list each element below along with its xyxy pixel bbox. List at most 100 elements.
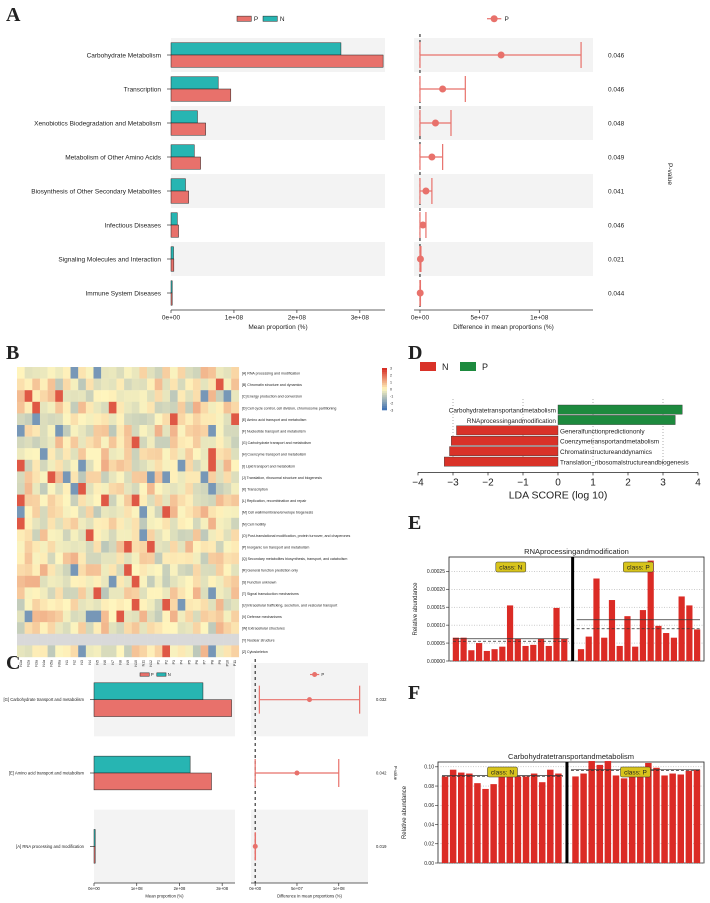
heatmap-cell — [32, 483, 41, 495]
heatmap-cell — [124, 483, 132, 495]
bar-class-p — [686, 605, 693, 661]
heatmap-cell — [85, 622, 94, 634]
heatmap-cell — [231, 587, 240, 600]
heatmap-cell — [47, 599, 56, 611]
lda-tick-label: −4 — [412, 477, 424, 488]
heatmap-cell — [85, 401, 94, 414]
heatmap-cell — [208, 552, 217, 565]
heatmap-cell — [215, 622, 224, 634]
legend-swatch-n — [420, 362, 436, 371]
bar-class-n — [476, 643, 483, 661]
heatmap-cell — [39, 506, 48, 518]
heatmap-cell — [170, 378, 178, 391]
heatmap-cell — [162, 378, 171, 391]
mean-diff-point — [416, 289, 424, 297]
lda-label: Coenzymetransportandmetabolism — [560, 439, 659, 446]
heatmap-cell — [62, 413, 71, 426]
heatmap-cell — [139, 471, 148, 484]
heatmap-cell — [154, 494, 163, 507]
heatmap-cell — [200, 506, 209, 518]
bar-class-p — [661, 775, 668, 863]
p-value: 0.021 — [608, 256, 625, 263]
heatmap-cell — [185, 575, 194, 588]
lda-label: RNAprocessingandmodification — [467, 418, 557, 425]
heatmap-cell — [154, 378, 163, 391]
heatmap-cell — [162, 483, 171, 495]
color-scale-step — [382, 384, 387, 388]
heatmap-cell — [147, 575, 155, 588]
heatmap-cell — [131, 610, 140, 623]
heatmap-col-label: P11 — [233, 660, 237, 666]
heatmap-cell — [62, 552, 71, 565]
heatmap-cell — [147, 633, 155, 646]
class-label-p: class: P — [627, 565, 650, 572]
bar-p — [170, 88, 232, 102]
heatmap-cell — [215, 471, 224, 484]
heatmap-cell — [131, 401, 140, 414]
heatmap-cell — [85, 367, 94, 379]
heatmap-cell — [24, 622, 33, 634]
heatmap-cell — [39, 622, 48, 634]
heatmap-cell — [200, 541, 209, 553]
bar-class-n — [514, 776, 522, 863]
heatmap-cell — [139, 517, 148, 530]
heatmap-cell — [47, 390, 56, 402]
heatmap-cell — [108, 564, 117, 576]
heatmap-cell — [215, 575, 224, 588]
heatmap-cell — [39, 425, 48, 437]
x-tick-label: 0e+00 — [88, 886, 100, 891]
heatmap-cell — [108, 425, 117, 437]
heatmap-cell — [231, 622, 240, 634]
heatmap-cell — [108, 541, 117, 553]
panel-label-d: D — [408, 342, 423, 364]
heatmap-cell — [170, 575, 178, 588]
heatmap-cell — [55, 552, 64, 565]
p-value: 0.046 — [608, 52, 625, 59]
heatmap-cell — [17, 575, 25, 588]
category-label: Carbohydrate Metabolism — [87, 52, 161, 59]
heatmap-cell — [101, 494, 109, 507]
heatmap-cell — [55, 413, 64, 426]
heatmap-cell — [24, 425, 33, 437]
heatmap-cell — [32, 552, 41, 565]
heatmap-cell — [185, 564, 194, 576]
bar-n — [170, 42, 342, 56]
heatmap-cell — [177, 436, 186, 449]
mean-diff-point — [431, 119, 439, 127]
heatmap-cell — [147, 541, 155, 553]
heatmap-cell — [192, 645, 201, 658]
heatmap-cell — [47, 401, 56, 414]
bar-class-p — [624, 616, 631, 661]
heatmap-cell — [147, 448, 155, 460]
mean-diff-point — [252, 843, 258, 849]
bar-n — [170, 76, 219, 90]
heatmap-cell — [170, 425, 178, 437]
heatmap-cell — [116, 401, 125, 414]
heatmap-cell — [47, 575, 56, 588]
heatmap-cell — [177, 575, 186, 588]
heatmap-cell — [124, 448, 132, 460]
heatmap-cell — [78, 506, 87, 518]
heatmap-cell — [192, 483, 201, 495]
heatmap-col-label: N8 — [118, 660, 122, 665]
heatmap-row-label: [J] Translation, ribosomal structure and… — [242, 476, 322, 480]
heatmap-cell — [200, 425, 209, 437]
bar-class-n — [490, 784, 497, 863]
heatmap-cell — [78, 610, 87, 623]
heatmap-cell — [185, 587, 194, 600]
mean-diff-point — [294, 770, 300, 776]
heatmap-cell — [70, 471, 79, 484]
category-label: Biosynthesis of Other Secondary Metaboli… — [31, 188, 161, 195]
color-scale-step — [382, 374, 387, 377]
heatmap-cell — [70, 494, 79, 507]
heatmap-cell — [93, 425, 102, 437]
heatmap-cell — [47, 552, 56, 565]
bar-class-n — [545, 645, 552, 661]
heatmap-cell — [47, 483, 56, 495]
heatmap-cell — [93, 367, 102, 379]
heatmap-cell — [139, 564, 148, 576]
heatmap-cell — [185, 413, 194, 426]
heatmap-cell — [116, 436, 125, 449]
bar-class-n — [506, 605, 514, 661]
class-label-box-n — [495, 561, 527, 573]
